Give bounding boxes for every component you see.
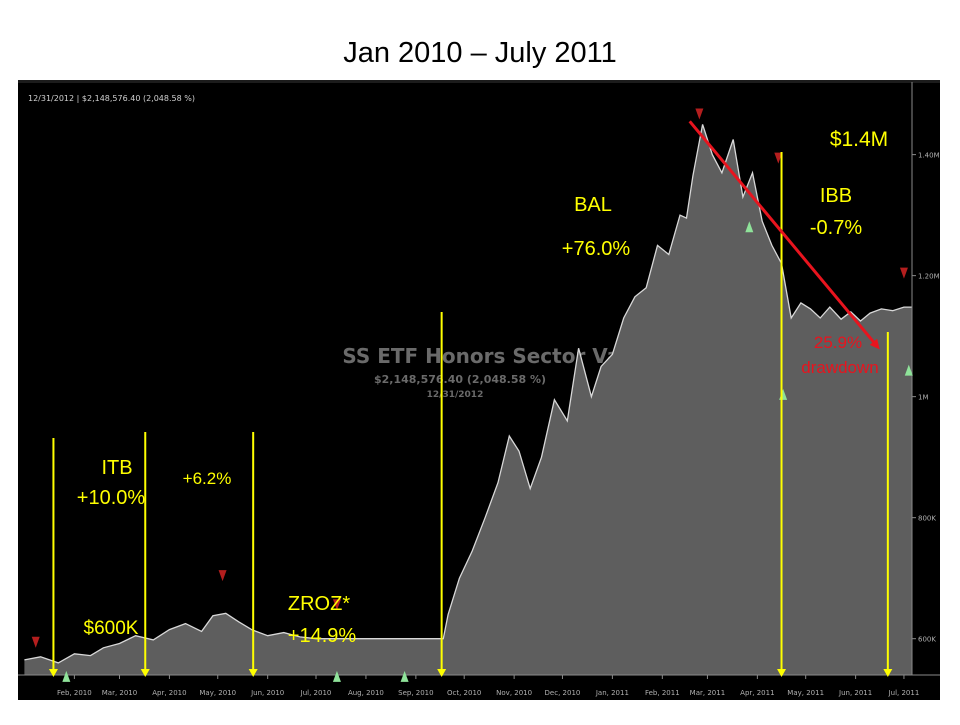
- trade-markers: [31, 108, 913, 682]
- bal-label: BAL: [574, 194, 612, 216]
- x-tick-label: Feb, 2011: [645, 689, 680, 697]
- x-tick-label: Mar, 2011: [690, 689, 725, 697]
- buy-marker: [904, 364, 913, 376]
- x-tick-label: May, 2010: [199, 689, 236, 697]
- entry-arrowhead: [883, 669, 893, 677]
- sell-marker: [695, 108, 704, 120]
- x-tick-label: Apr, 2010: [152, 689, 186, 697]
- sell-marker: [218, 570, 227, 582]
- zroz-return: +14.9%: [288, 625, 357, 647]
- sell-marker: [332, 599, 341, 611]
- drawdown-text-label: drawdown: [801, 358, 879, 377]
- y-tick-label: 1.20M: [918, 273, 940, 281]
- ibb-return: -0.7%: [810, 217, 862, 239]
- axes: Feb, 2010 Mar, 2010 Apr, 2010 May, 2010 Jun,…: [18, 82, 940, 697]
- sell-marker: [31, 636, 40, 648]
- x-tick-label: Jun, 2010: [250, 689, 284, 697]
- x-tick-label: Jul, 2011: [888, 689, 920, 697]
- y-tick-label: 1M: [918, 394, 929, 402]
- drawdown-labels: 25.9% drawdown: [801, 333, 879, 377]
- x-tick-label: Jan, 2011: [595, 689, 629, 697]
- x-tick-label: Feb, 2010: [57, 689, 92, 697]
- chart-header-stamp: 12/31/2012 | $2,148,576.40 (2,048.58 %): [28, 94, 195, 103]
- x-tick-label: Jun, 2011: [838, 689, 872, 697]
- buy-marker: [400, 670, 409, 682]
- slide-title: Jan 2010 – July 2011: [343, 37, 617, 69]
- x-tick-label: Dec, 2010: [545, 689, 581, 697]
- x-tick-label: Jul, 2010: [300, 689, 332, 697]
- entry-arrowhead: [48, 669, 58, 677]
- itb-return: +10.0%: [77, 487, 146, 509]
- x-tick-label: Aug, 2010: [348, 689, 384, 697]
- y-tick-label: 600K: [918, 636, 936, 644]
- area-series: [24, 124, 912, 675]
- chart-top-border: [18, 80, 940, 83]
- entry-arrowhead: [248, 669, 258, 677]
- bal-return: +76.0%: [562, 238, 631, 260]
- x-tick-label: Mar, 2010: [102, 689, 137, 697]
- drawdown-arrowhead: [869, 338, 880, 350]
- entry-arrowhead: [437, 669, 447, 677]
- x-tick-label: May, 2011: [787, 689, 824, 697]
- annotations: ITB +10.0% $600K +6.2% ZROZ* +14.9% BAL …: [77, 128, 888, 647]
- watermark-value: $2,148,576.40 (2,048.58 %): [374, 373, 546, 386]
- entry-arrowhead: [777, 669, 787, 677]
- ibb-label: IBB: [820, 185, 852, 207]
- x-tick-label: Oct, 2010: [447, 689, 481, 697]
- y-tick-label: 1.40M: [918, 152, 940, 160]
- start-value-label: $600K: [84, 618, 139, 639]
- drawdown-pct-label: 25.9%: [814, 333, 862, 352]
- sell-marker: [774, 152, 783, 164]
- sell-marker: [899, 267, 908, 279]
- entry-arrowhead: [140, 669, 150, 677]
- x-tick-label: Apr, 2011: [740, 689, 774, 697]
- x-tick-label: Nov, 2010: [496, 689, 532, 697]
- drawdown-annotation: [688, 120, 880, 350]
- zroz-label: ZROZ*: [288, 593, 350, 615]
- itb-label: ITB: [101, 457, 132, 479]
- mid-return-label: +6.2%: [183, 469, 232, 488]
- buy-marker: [62, 670, 71, 682]
- watermark-date: 12/31/2012: [427, 390, 484, 400]
- x-tick-label: Sep, 2010: [398, 689, 433, 697]
- drawdown-line: [688, 120, 878, 346]
- area-line: [24, 124, 912, 664]
- entry-lines: [48, 152, 893, 677]
- area-fill: [24, 124, 912, 675]
- buy-marker: [332, 670, 341, 682]
- peak-value-label: $1.4M: [830, 128, 888, 151]
- buy-marker: [745, 221, 754, 233]
- y-tick-label: 800K: [918, 515, 936, 523]
